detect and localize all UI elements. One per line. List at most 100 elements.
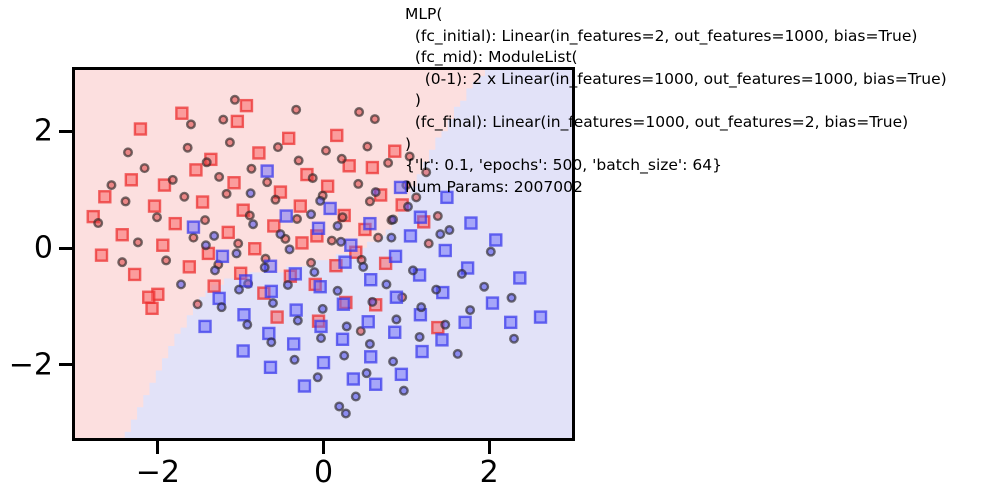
blue-circle-point bbox=[350, 391, 361, 402]
blue-circle-point bbox=[388, 356, 399, 367]
blue-circle-point bbox=[444, 225, 455, 236]
blue-circle-point bbox=[440, 319, 451, 330]
blue-square-point bbox=[311, 221, 326, 235]
red-circle-point bbox=[291, 213, 302, 224]
red-circle-point bbox=[132, 237, 143, 248]
red-square-point bbox=[157, 178, 172, 192]
blue-square-point bbox=[264, 284, 279, 299]
red-circle-point bbox=[262, 177, 273, 188]
red-square-point bbox=[248, 242, 262, 256]
red-circle-point bbox=[336, 153, 347, 164]
blue-square-point bbox=[364, 350, 378, 364]
y-tick-label: 2 bbox=[33, 113, 53, 149]
red-square-point bbox=[142, 290, 156, 304]
blue-circle-point bbox=[306, 209, 317, 220]
blue-circle-point bbox=[456, 268, 467, 279]
blue-square-point bbox=[186, 220, 201, 234]
blue-circle-point bbox=[245, 188, 256, 199]
scatter-class-blue-circles bbox=[176, 187, 520, 419]
red-square-point bbox=[94, 248, 109, 262]
blue-circle-point bbox=[316, 333, 327, 344]
red-circle-point bbox=[362, 141, 373, 152]
blue-square-point bbox=[313, 280, 327, 294]
blue-square-point bbox=[438, 243, 452, 258]
x-tick-mark bbox=[156, 441, 160, 454]
red-square-point bbox=[388, 144, 402, 158]
red-circle-point bbox=[224, 137, 235, 148]
red-square-point bbox=[127, 267, 142, 282]
blue-square-point bbox=[440, 190, 454, 205]
blue-circle-point bbox=[414, 331, 425, 342]
blue-square-point bbox=[403, 229, 418, 243]
blue-circle-point bbox=[200, 240, 211, 251]
red-square-point bbox=[86, 209, 100, 224]
blue-square-point bbox=[364, 273, 378, 287]
red-square-point bbox=[207, 279, 221, 293]
red-circle-point bbox=[369, 114, 380, 125]
red-circle-point bbox=[354, 107, 365, 118]
decision-region-red bbox=[75, 70, 485, 438]
blue-circle-point bbox=[176, 279, 187, 290]
blue-circle-point bbox=[485, 246, 496, 257]
x-tick-mark bbox=[322, 441, 325, 454]
red-circle-point bbox=[421, 167, 432, 178]
blue-circle-point bbox=[370, 187, 381, 198]
red-circle-point bbox=[411, 192, 422, 203]
blue-circle-point bbox=[407, 265, 418, 276]
red-circle-point bbox=[188, 232, 199, 243]
model-summary-text: MLP( (fc_initial): Linear(in_features=2,… bbox=[405, 5, 947, 196]
red-circle-point bbox=[291, 104, 302, 115]
blue-circle-point bbox=[242, 319, 253, 330]
red-circle-point bbox=[185, 119, 196, 130]
y-tick-mark bbox=[59, 246, 72, 250]
blue-square-point bbox=[286, 337, 301, 351]
red-circle-point bbox=[120, 196, 131, 207]
blue-square-point bbox=[288, 267, 303, 281]
blue-square-point bbox=[460, 261, 475, 275]
red-circle-point bbox=[364, 196, 375, 207]
blue-circle-point bbox=[506, 292, 517, 303]
red-circle-point bbox=[293, 155, 304, 166]
red-circle-point bbox=[270, 194, 281, 205]
blue-square-point bbox=[314, 319, 328, 334]
blue-circle-point bbox=[452, 348, 463, 359]
red-square-point bbox=[156, 238, 170, 252]
red-square-point bbox=[320, 179, 335, 193]
red-square-point bbox=[273, 185, 288, 199]
red-circle-point bbox=[383, 157, 394, 168]
blue-square-point bbox=[262, 326, 276, 341]
red-square-point bbox=[182, 260, 197, 274]
red-square-point bbox=[267, 219, 281, 233]
blue-square-point bbox=[336, 297, 351, 311]
red-square-point bbox=[239, 98, 254, 113]
blue-circle-point bbox=[289, 354, 300, 365]
blue-circle-point bbox=[216, 302, 227, 313]
decision-boundary-plot bbox=[75, 70, 572, 438]
blue-square-point bbox=[489, 233, 503, 247]
red-circle-point bbox=[229, 94, 240, 105]
red-circle-point bbox=[423, 238, 434, 249]
x-tick-label: 0 bbox=[313, 455, 334, 490]
blue-square-point bbox=[263, 360, 278, 375]
blue-circle-point bbox=[309, 267, 320, 278]
blue-square-point bbox=[212, 291, 226, 306]
blue-circle-point bbox=[479, 281, 490, 292]
blue-square-point bbox=[346, 372, 361, 386]
blue-square-point bbox=[458, 315, 472, 330]
red-circle-point bbox=[179, 191, 190, 202]
red-circle-point bbox=[337, 212, 348, 223]
y-tick-mark bbox=[59, 363, 72, 367]
blue-circle-point bbox=[416, 302, 427, 313]
blue-circle-point bbox=[431, 284, 442, 295]
red-circle-point bbox=[218, 114, 229, 125]
plot-area bbox=[72, 67, 575, 441]
red-square-point bbox=[98, 190, 112, 204]
red-circle-point bbox=[272, 142, 283, 153]
blue-square-point bbox=[394, 367, 409, 382]
blue-circle-point bbox=[209, 265, 220, 276]
blue-circle-point bbox=[435, 229, 446, 240]
blue-circle-point bbox=[315, 195, 326, 206]
blue-square-point bbox=[323, 201, 337, 216]
blue-circle-point bbox=[282, 279, 293, 290]
